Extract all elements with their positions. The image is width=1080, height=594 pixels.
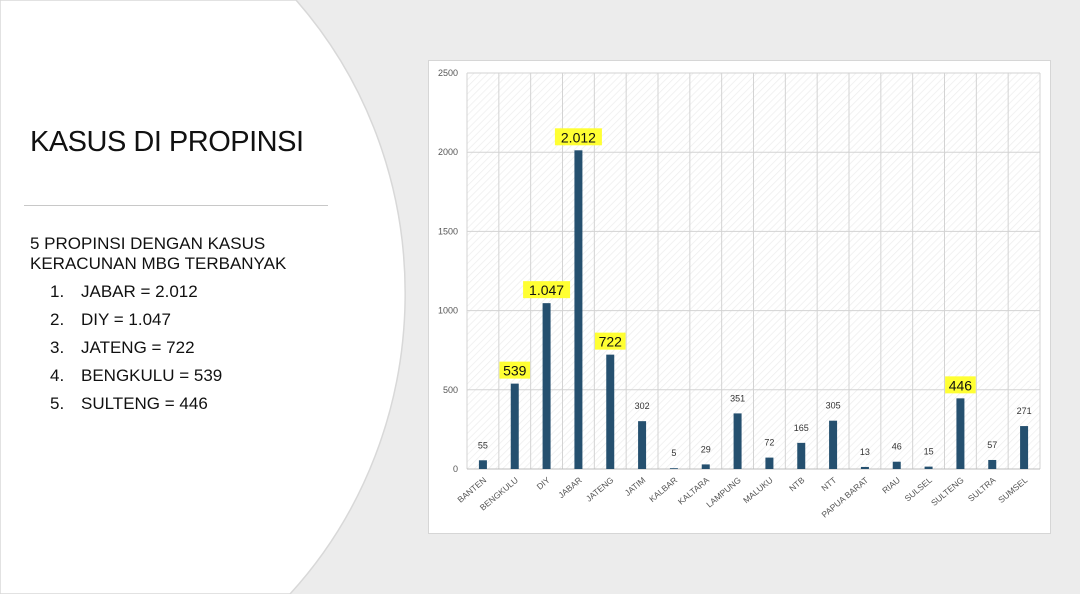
data-label: 722: [599, 334, 623, 350]
bar: [797, 442, 806, 469]
category-label: NTB: [787, 475, 807, 494]
bar: [924, 466, 933, 469]
list-item: 3. JATENG = 722: [50, 338, 222, 366]
data-label: 351: [730, 393, 745, 403]
data-label-highlight: [554, 128, 602, 146]
category-label: RIAU: [880, 475, 902, 496]
category-label: KALBAR: [647, 475, 679, 504]
y-tick-label: 2500: [438, 68, 458, 78]
data-label: 271: [1017, 406, 1032, 416]
data-label: 305: [826, 401, 841, 411]
category-label: LAMPUNG: [704, 475, 743, 510]
y-tick-label: 1000: [438, 306, 458, 316]
data-label: 13: [860, 447, 870, 457]
data-label-highlight: [523, 281, 571, 299]
category-label: SULTRA: [966, 475, 998, 504]
data-label: 72: [764, 438, 774, 448]
data-label: 446: [949, 377, 973, 393]
data-label: 57: [987, 440, 997, 450]
category-label: JATENG: [584, 475, 616, 504]
y-tick-label: 500: [443, 385, 458, 395]
list-number: 4.: [50, 366, 65, 385]
data-label-highlight: [945, 376, 976, 394]
data-label: 55: [478, 440, 488, 450]
bar: [892, 461, 901, 469]
data-label: 302: [635, 401, 650, 411]
category-label: JATIM: [623, 475, 648, 498]
bar: [701, 464, 710, 469]
bar: [765, 457, 774, 469]
category-label: NTT: [819, 475, 838, 493]
bar: [574, 150, 583, 469]
list-number: 2.: [50, 310, 65, 329]
list-text: SULTENG = 446: [81, 394, 208, 413]
top5-list: 1. JABAR = 2.012 2. DIY = 1.047 3. JATENG =…: [50, 282, 222, 422]
bar: [860, 466, 869, 469]
bar: [510, 383, 519, 469]
y-tick-label: 2000: [438, 147, 458, 157]
data-label: 1.047: [529, 282, 564, 298]
data-label: 46: [892, 442, 902, 452]
data-label: 5: [671, 448, 676, 458]
bar-chart: 0500100015002000250055BANTEN539BENGKULU1…: [438, 68, 1041, 520]
bar: [669, 468, 678, 469]
category-label: JABAR: [556, 475, 583, 500]
y-tick-label: 1500: [438, 226, 458, 236]
data-label: 2.012: [561, 129, 596, 145]
chart-frame: 0 500 1000 1500 2000 2500 55 BANTEN 539 BENGKULU 1…: [428, 60, 1051, 534]
list-item: 4. BENGKULU = 539: [50, 366, 222, 394]
category-label: DIY: [535, 475, 553, 492]
list-heading: 5 PROPINSI DENGAN KASUS KERACUNAN MBG TE…: [30, 234, 287, 273]
category-label: SULTENG: [929, 475, 966, 508]
title-divider: [24, 205, 328, 206]
list-item: 5. SULTENG = 446: [50, 394, 222, 422]
bar: [542, 303, 551, 469]
list-text: BENGKULU = 539: [81, 366, 223, 385]
bar: [988, 459, 997, 469]
page-title: KASUS DI PROPINSI: [30, 126, 304, 158]
list-text: JATENG = 722: [81, 338, 195, 357]
data-label: 29: [701, 444, 711, 454]
list-item: 2. DIY = 1.047: [50, 310, 222, 338]
list-number: 3.: [50, 338, 65, 357]
data-label: 165: [794, 423, 809, 433]
list-number: 5.: [50, 394, 65, 413]
data-label-highlight: [499, 361, 531, 379]
bar: [733, 413, 742, 469]
category-label: MALUKU: [741, 475, 775, 505]
bar: [956, 398, 965, 469]
list-item: 1. JABAR = 2.012: [50, 282, 222, 310]
bar: [829, 420, 838, 469]
bar: [1020, 426, 1029, 469]
category-label: SUMSEL: [996, 475, 1029, 505]
data-label-highlight: [594, 332, 626, 350]
list-text: DIY = 1.047: [81, 310, 171, 329]
list-number: 1.: [50, 282, 65, 301]
data-label: 15: [924, 447, 934, 457]
bar: [606, 354, 615, 469]
bar: [638, 421, 647, 469]
y-tick-label: 0: [453, 464, 458, 474]
data-label: 539: [503, 363, 527, 379]
list-text: JABAR = 2.012: [81, 282, 198, 301]
bar: [478, 460, 487, 469]
